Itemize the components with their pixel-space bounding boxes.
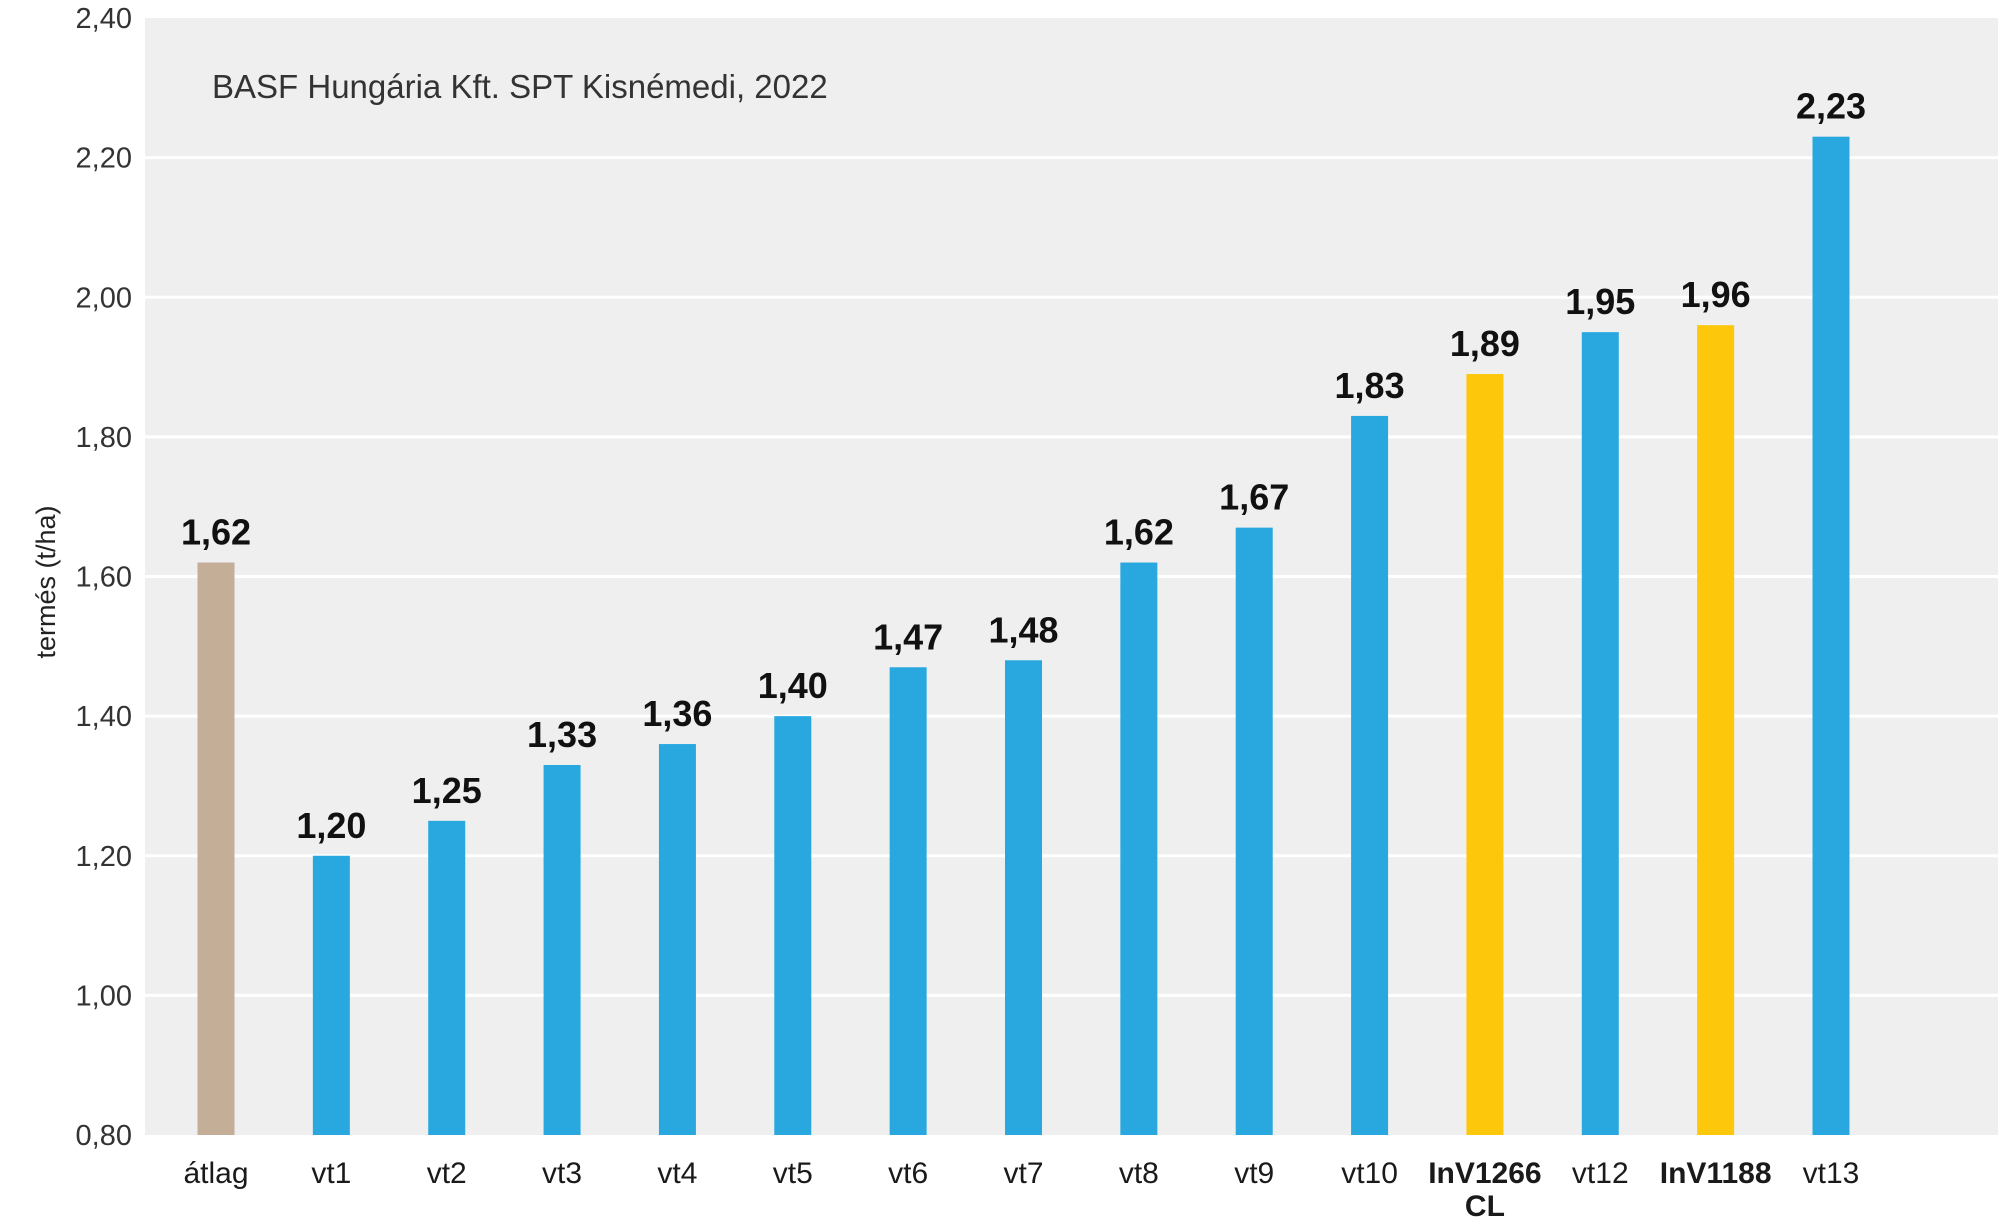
x-axis-categories: átlag vt1 vt2 vt3 vt4 vt5 vt6 vt7 vt8 vt9 vt10 InV1…: [183, 1157, 1860, 1223]
x-category-label: InV1266: [1428, 1157, 1541, 1190]
bar: [1120, 562, 1158, 1135]
y-tick-label: 1,40: [76, 701, 132, 733]
bar-value-label: 2,23: [1796, 86, 1866, 127]
x-category-label: vt8: [1119, 1157, 1159, 1190]
bar: [1466, 374, 1504, 1135]
y-tick-label: 1,20: [76, 841, 132, 873]
bar-value-label: 1,67: [1219, 477, 1289, 518]
y-tick-label: 1,60: [76, 562, 132, 594]
bar: [1697, 325, 1735, 1135]
bar: [312, 855, 350, 1135]
x-category-label: InV1188: [1660, 1157, 1772, 1190]
bar-value-label: 1,36: [642, 693, 712, 734]
x-category-label: vt4: [657, 1157, 697, 1190]
bar: [658, 744, 696, 1135]
y-axis-ticks: 0,80 1,00 1,20 1,40 1,60 1,80 2,00 2,20 2,40: [76, 3, 132, 1152]
bar-value-label: 1,62: [1104, 512, 1174, 553]
bar-value-label: 1,83: [1335, 365, 1405, 406]
bar: [1235, 527, 1273, 1135]
bar: [428, 820, 466, 1135]
bar: [197, 562, 235, 1135]
bar-value-label: 1,20: [296, 805, 366, 846]
bar-value-label: 1,96: [1681, 274, 1751, 315]
x-category-label-line2: CL: [1465, 1190, 1505, 1220]
bar-value-label: 1,48: [988, 609, 1058, 650]
bar: [774, 716, 812, 1135]
y-tick-label: 0,80: [76, 1120, 132, 1152]
value-labels: 1,62 1,20 1,25 1,33 1,36 1,40 1,47 1,48 1,62 1,67…: [181, 86, 1866, 846]
y-tick-label: 1,80: [76, 422, 132, 454]
bar: [889, 667, 927, 1135]
x-category-label: vt12: [1572, 1157, 1629, 1190]
y-axis-label: termés (t/ha): [31, 505, 61, 658]
chart-subtitle: BASF Hungária Kft. SPT Kisnémedi, 2022: [212, 68, 828, 105]
bar-value-label: 1,33: [527, 714, 597, 755]
x-category-label: vt2: [427, 1157, 467, 1190]
bar-value-label: 1,62: [181, 512, 251, 553]
bar-value-label: 1,25: [412, 770, 482, 811]
x-category-label: vt5: [773, 1157, 813, 1190]
x-category-label: vt7: [1003, 1157, 1043, 1190]
x-category-label: vt9: [1234, 1157, 1274, 1190]
bar: [543, 764, 581, 1135]
x-category-label: vt3: [542, 1157, 582, 1190]
bar-value-label: 1,89: [1450, 323, 1520, 364]
bar: [1812, 136, 1850, 1135]
bar-value-label: 1,47: [873, 616, 943, 657]
x-category-label: vt1: [311, 1157, 351, 1190]
x-category-label: átlag: [183, 1157, 248, 1190]
y-tick-label: 1,00: [76, 980, 132, 1012]
x-category-label: vt10: [1341, 1157, 1398, 1190]
bar: [1351, 415, 1389, 1135]
y-tick-label: 2,20: [76, 143, 132, 175]
bar-value-label: 1,40: [758, 665, 828, 706]
bar: [1005, 660, 1042, 1135]
y-tick-label: 2,40: [76, 3, 132, 35]
y-tick-label: 2,00: [76, 282, 132, 314]
x-category-label: vt13: [1803, 1157, 1860, 1190]
bar: [1581, 332, 1619, 1135]
x-category-label: vt6: [888, 1157, 928, 1190]
bar-value-label: 1,95: [1565, 281, 1635, 322]
bars: [197, 136, 1850, 1135]
